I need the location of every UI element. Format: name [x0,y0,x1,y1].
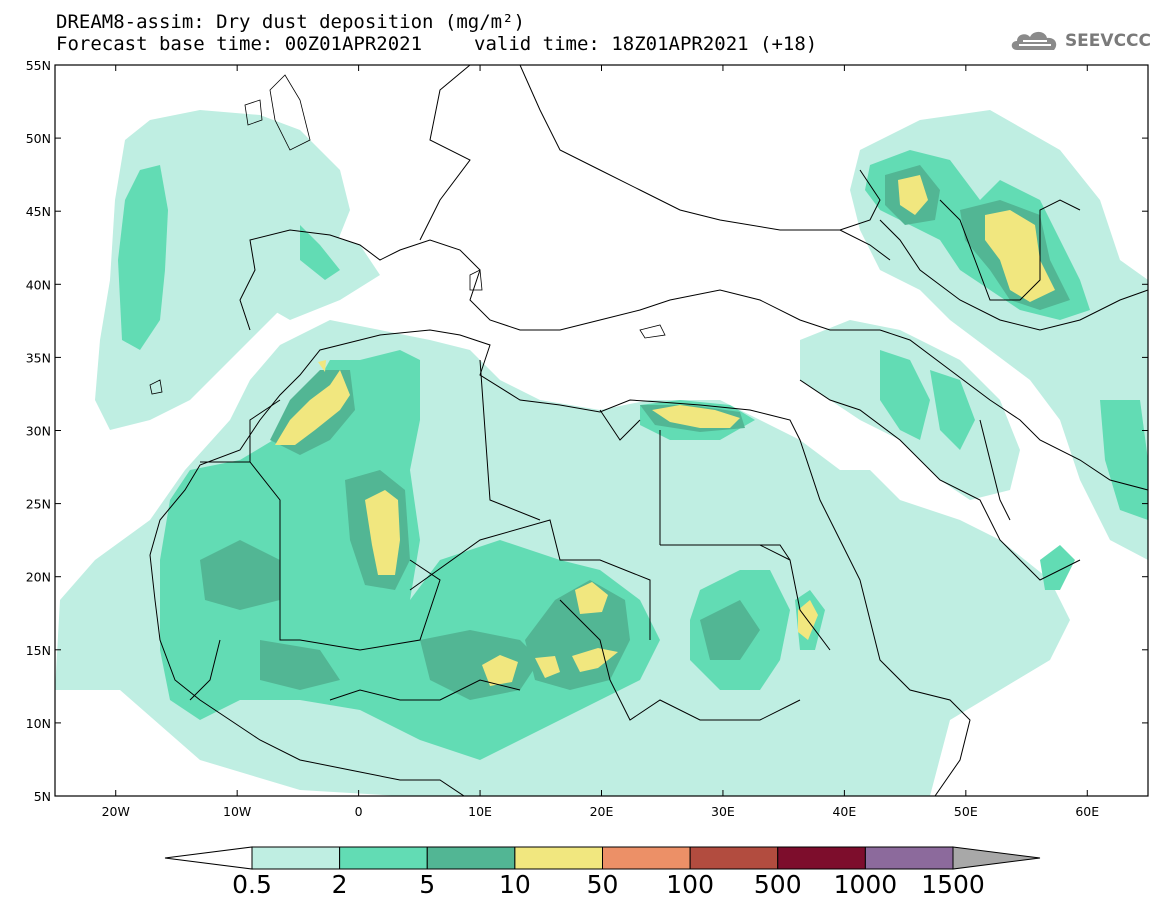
colorbar-box [339,846,428,870]
colorbar-label: 1000 [834,870,898,899]
lon-tick-label: 50E [954,804,978,819]
colorbar-label: 1500 [921,870,985,899]
lat-tick-label: 10N [26,716,51,731]
lat-tick-label: 15N [26,643,51,658]
base-time: Forecast base time: 00Z01APR2021 [56,33,423,55]
colorbar-box [426,846,516,870]
colorbar-box [689,846,779,870]
colorbar-over-triangle [952,846,1041,870]
lat-tick-label: 55N [26,58,51,73]
lon-tick-label: 20W [102,804,130,819]
lon-tick-label: 40E [832,804,856,819]
seevccc-logo: SEEVCCC [1009,28,1151,54]
lat-tick-label: 50N [26,131,51,146]
lat-tick-label: 25N [26,497,51,512]
lon-tick-label: 60E [1075,804,1099,819]
colorbar-label: 2 [332,870,348,899]
lat-tick-label: 40N [26,277,51,292]
map-title: DREAM8-assim: Dry dust deposition (mg/m²… [56,11,525,33]
lat-tick-label: 45N [26,204,51,219]
colorbar-label: 10 [499,870,531,899]
axis-ticks [55,64,1148,797]
colorbar-label: 5 [419,870,435,899]
valid-time: valid time: 18Z01APR2021 (+18) [474,33,818,55]
axis-tick-labels: 20W 10W 0 10E 20E 30E 40E 50E 60E 55N 50N 45N 40N 35N… [26,58,1100,819]
lon-tick-label: 10W [223,804,251,819]
logo-text: SEEVCCC [1064,31,1151,51]
lon-tick-label: 10E [468,804,492,819]
colorbar-labels: 0.5 2 5 10 50 100 500 1000 1500 [232,870,985,899]
colorbar [164,846,1041,870]
lon-tick-label: 30E [711,804,735,819]
lon-tick-label: 20E [590,804,614,819]
islands [149,74,666,395]
map-subtitle: Forecast base time: 00Z01APR2021 valid ti… [56,34,817,54]
colorbar-under-triangle [164,846,253,870]
colorbar-box [864,846,954,870]
coastlines-borders [149,65,1148,796]
colorbar-box [777,846,866,870]
colorbar-label: 500 [754,870,802,899]
lat-tick-label: 5N [34,789,51,804]
lat-tick-label: 30N [26,424,51,439]
lat-tick-label: 20N [26,570,51,585]
level-10-50-areas [275,175,1055,686]
colorbar-label: 0.5 [232,870,272,899]
colorbar-label: 50 [587,870,619,899]
cloud-icon [1011,31,1057,50]
colorbar-box [514,846,603,870]
colorbar-label: 100 [666,870,714,899]
lon-tick-label: 0 [355,804,363,819]
deposition-field [55,65,1148,796]
lat-tick-label: 35N [26,350,51,365]
colorbar-box [251,846,341,870]
colorbar-box [602,846,691,870]
